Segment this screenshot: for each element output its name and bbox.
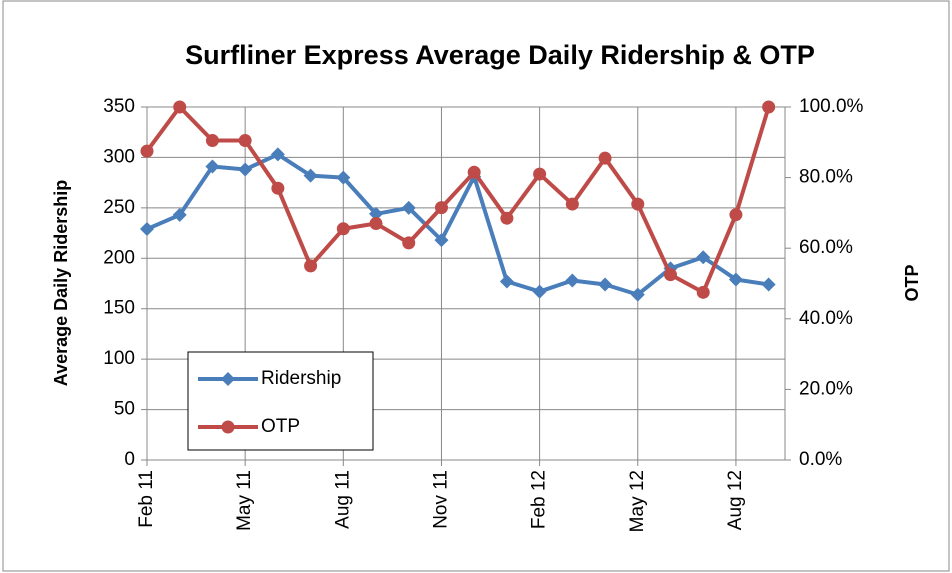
y-axis-label: Average Daily Ridership: [51, 180, 71, 386]
marker: [140, 144, 154, 158]
y-tick-label: 200: [103, 247, 135, 268]
marker: [696, 285, 710, 299]
x-tick-label: Nov 11: [430, 470, 451, 529]
marker: [221, 420, 235, 434]
y-tick-label: 0: [124, 449, 135, 470]
marker: [729, 208, 743, 222]
marker: [238, 134, 252, 148]
y2-axis-label: OTP: [902, 264, 922, 301]
marker: [140, 222, 154, 237]
marker: [238, 162, 253, 177]
y-tick-label: 50: [114, 399, 135, 420]
marker: [499, 274, 514, 289]
marker: [663, 268, 677, 282]
marker: [565, 197, 579, 211]
marker: [434, 233, 449, 248]
marker: [467, 165, 481, 179]
marker: [369, 206, 384, 221]
plot-frame: [146, 106, 786, 461]
x-tick-label: Feb 11: [136, 470, 157, 528]
marker: [221, 372, 235, 386]
marker: [630, 287, 645, 302]
marker: [336, 170, 351, 185]
marker: [631, 197, 645, 211]
x-tick-label: May 11: [234, 470, 255, 531]
x-tick-label: May 12: [627, 470, 648, 532]
legend: Ridership OTP: [187, 351, 374, 451]
marker: [173, 100, 187, 114]
x-tick-label: Feb 12: [529, 470, 550, 529]
marker: [762, 100, 776, 114]
marker: [401, 200, 416, 215]
y2-tick-label: 20.0%: [799, 378, 853, 399]
marker: [205, 159, 220, 174]
marker: [696, 250, 711, 265]
series-line: [145, 105, 771, 295]
marker: [402, 236, 416, 250]
marker: [434, 201, 448, 215]
marker: [303, 168, 318, 183]
marker: [172, 207, 187, 222]
marker: [205, 134, 219, 148]
y2-tick-label: 80.0%: [799, 167, 853, 188]
y2-tick-label: 40.0%: [799, 308, 853, 329]
y2-tick-label: 0.0%: [799, 449, 842, 470]
legend-box: [187, 351, 374, 451]
y-tick-label: 350: [103, 96, 135, 117]
marker: [500, 211, 514, 225]
x-tick-label: Aug 11: [332, 470, 353, 529]
legend-label: Ridership: [261, 368, 341, 389]
marker: [533, 167, 547, 181]
marker: [271, 181, 285, 195]
chart-title: Surfliner Express Average Daily Ridershi…: [185, 40, 815, 70]
x-tick-label: Aug 12: [725, 470, 746, 530]
marker: [336, 222, 350, 236]
y2-tick-label: 100.0%: [799, 96, 864, 117]
y-tick-label: 100: [103, 348, 135, 369]
marker: [270, 147, 285, 162]
y-tick-label: 250: [103, 197, 135, 218]
marker: [369, 216, 383, 230]
y-tick-label: 300: [103, 146, 135, 167]
marker: [565, 273, 580, 288]
marker: [761, 277, 776, 292]
marker: [532, 284, 547, 299]
y2-tick-label: 60.0%: [799, 237, 853, 258]
y-tick-label: 150: [103, 298, 135, 319]
marker: [728, 272, 743, 287]
marker: [304, 259, 318, 273]
legend-label: OTP: [261, 416, 300, 437]
marker: [598, 277, 613, 292]
marker: [598, 151, 612, 165]
